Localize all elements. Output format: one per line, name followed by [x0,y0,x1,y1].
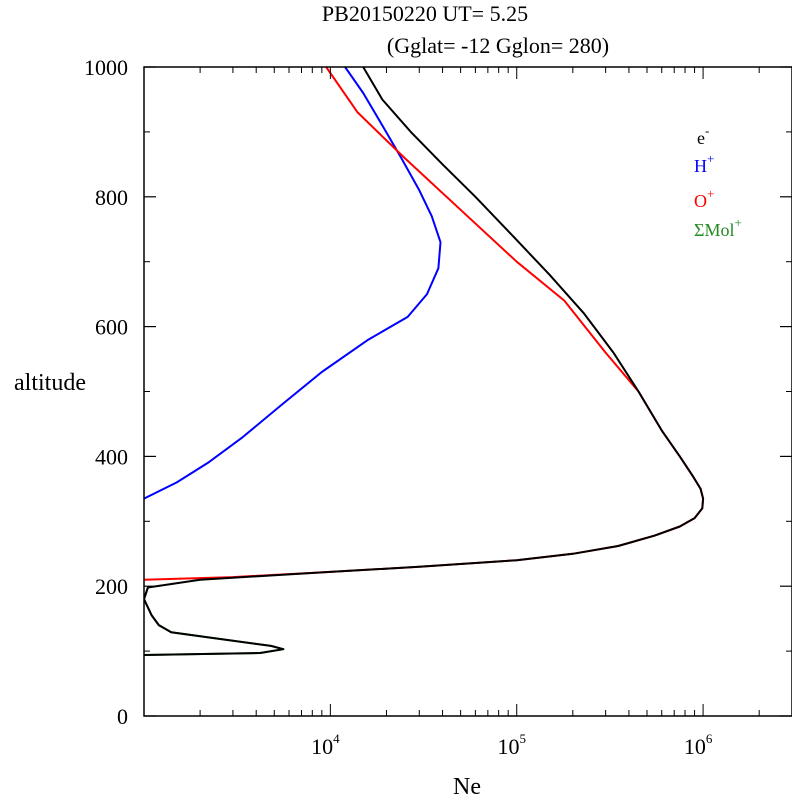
legend-entry-3: ΣMol+ [694,215,742,240]
series-line-0 [144,67,705,656]
y-tick-label: 400 [95,444,128,469]
chart-subtitle: (Gglat= -12 Gglon= 280) [387,33,609,58]
legend-entry-1: H+ [694,151,714,176]
legend-entry-0: e- [697,123,709,148]
series-line-1 [144,67,442,500]
y-tick-label: 1000 [84,55,128,80]
y-tick-label: 600 [95,315,128,340]
x-axis-label: Ne [453,774,481,796]
x-tick-label: 105 [497,731,526,759]
x-tick-label: 106 [684,731,713,759]
legend: e- H+ O+ ΣMol+ [694,123,742,240]
y-tick-label: 800 [95,185,128,210]
legend-entry-2: O+ [694,186,714,211]
series-layer [144,67,705,656]
y-tick-label: 0 [117,704,128,729]
y-axis-label: altitude [14,370,86,396]
chart-title: PB20150220 UT= 5.25 [322,1,528,26]
ticks-layer: 0 200 400 600 800 1000 104 105 106 [84,55,792,759]
x-tick-label: 104 [311,731,340,759]
y-tick-label: 200 [95,574,128,599]
